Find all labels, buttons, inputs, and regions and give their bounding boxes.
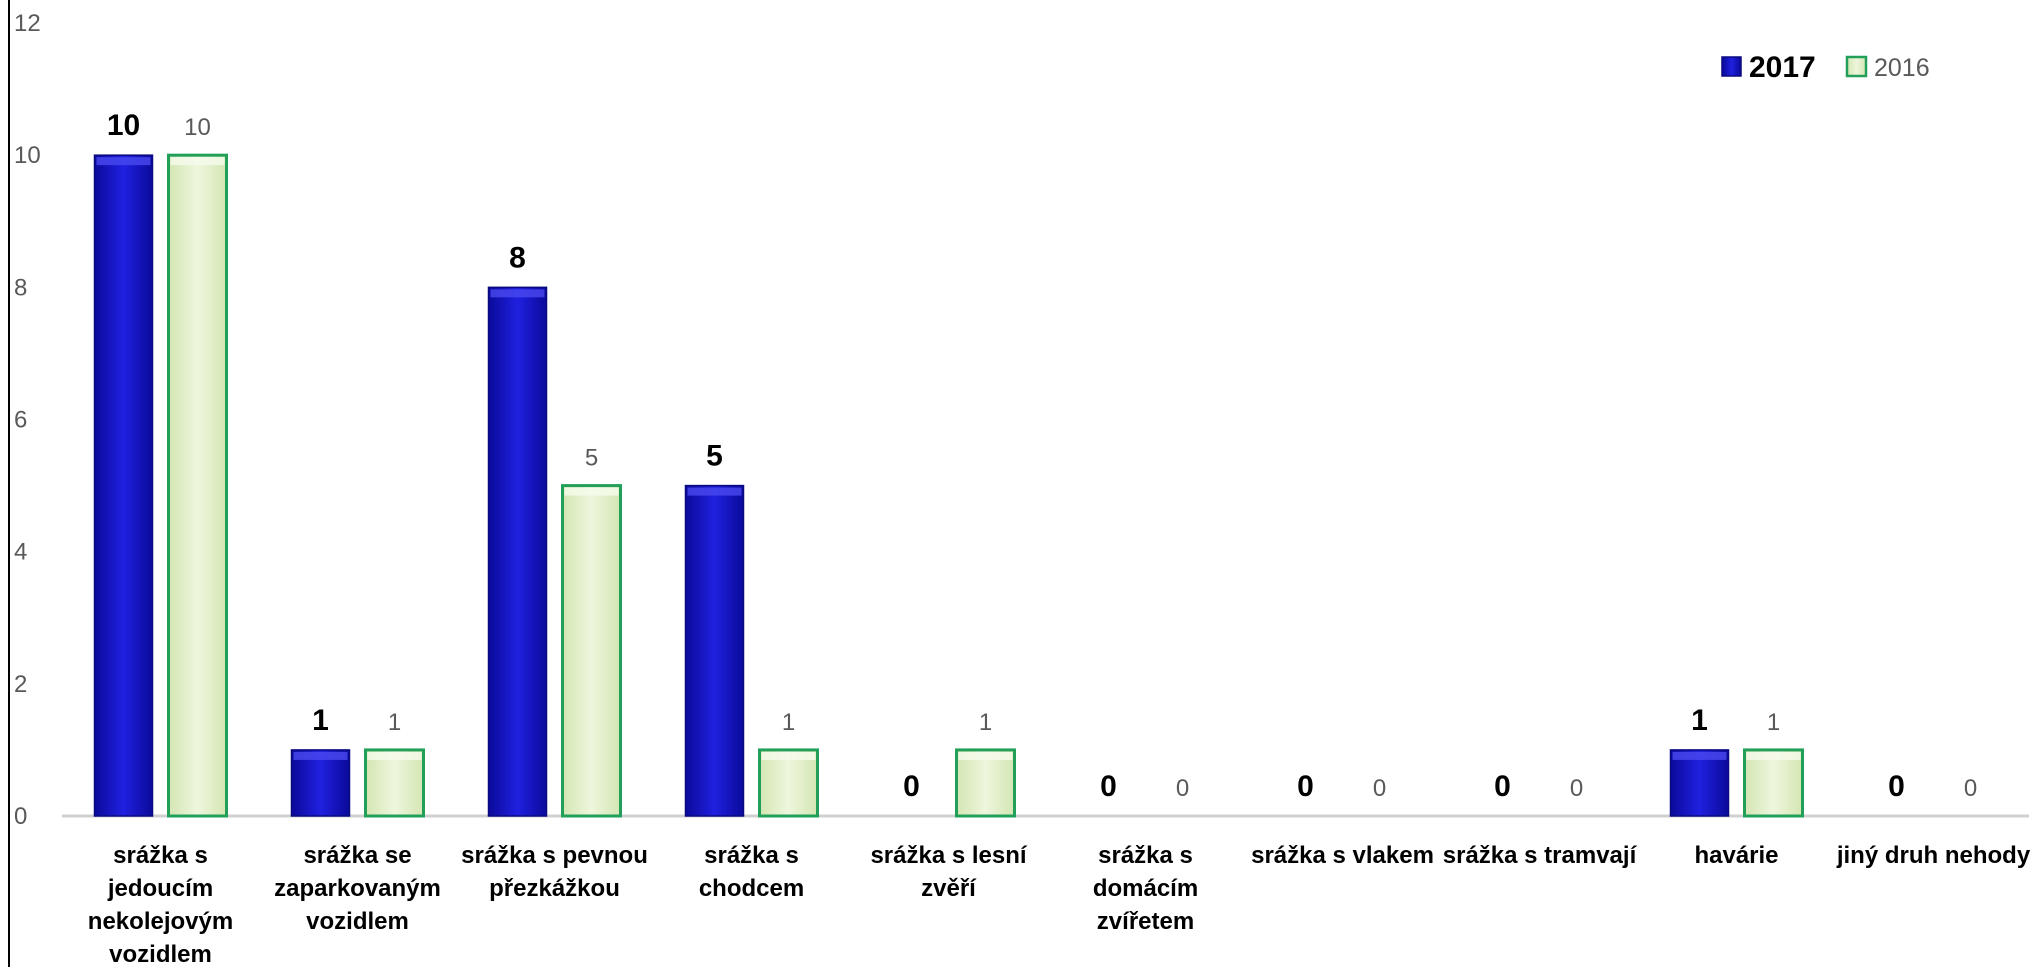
bar-highlight xyxy=(96,157,151,166)
bar-2017 xyxy=(93,154,154,817)
bar-highlight xyxy=(170,157,225,166)
data-label-2016: 10 xyxy=(184,114,211,141)
category-label: srážka s lesní xyxy=(870,842,1027,869)
bar-highlight xyxy=(761,751,816,760)
category-label: domácím xyxy=(1093,875,1198,902)
category-labels: srážka s jedoucím nekolejovým vozidlem srážk… xyxy=(88,842,2031,967)
bar-2016 xyxy=(1743,748,1804,818)
bar-highlight xyxy=(564,487,619,496)
data-label-2017: 0 xyxy=(1297,770,1314,803)
bar-2016 xyxy=(167,153,228,818)
data-label-2017: 1 xyxy=(312,704,329,737)
bar-2016 xyxy=(364,748,425,818)
data-label-2016: 0 xyxy=(1176,775,1189,802)
data-label-2016: 0 xyxy=(1964,775,1977,802)
data-label-2016: 5 xyxy=(585,445,598,472)
bar-2017 xyxy=(1669,749,1730,817)
data-label-2017: 0 xyxy=(1888,770,1905,803)
bar-2017 xyxy=(290,749,351,817)
legend: 2017 2016 xyxy=(1721,51,1930,84)
category-label: srážka s pevnou xyxy=(461,842,648,869)
legend-swatch-2016 xyxy=(1845,55,1868,78)
data-label-2016: 1 xyxy=(1767,709,1780,736)
bar-2017 xyxy=(487,286,548,817)
category-label: jedoucím xyxy=(107,875,213,902)
y-tick-label: 0 xyxy=(14,803,27,830)
y-tick-label: 10 xyxy=(14,142,41,169)
bar-2016 xyxy=(561,484,622,818)
y-tick-label: 6 xyxy=(14,407,27,434)
legend-label-2017: 2017 xyxy=(1749,51,1816,84)
category-label: srážka s vlakem xyxy=(1251,842,1434,869)
bar-2016 xyxy=(758,748,819,818)
data-label-2016: 1 xyxy=(388,709,401,736)
category-label: přezkážkou xyxy=(489,875,620,902)
data-label-2016: 0 xyxy=(1570,775,1583,802)
data-label-2016: 1 xyxy=(782,709,795,736)
y-tick-label: 4 xyxy=(14,539,27,566)
category-label: zvěří xyxy=(921,875,977,902)
category-label: srážka s xyxy=(113,842,208,869)
category-label: srážka s xyxy=(704,842,799,869)
bar-highlight xyxy=(293,751,348,760)
y-tick-label: 12 xyxy=(14,10,41,37)
data-label-2017: 5 xyxy=(706,440,723,473)
data-label-2017: 0 xyxy=(1100,770,1117,803)
y-tick-label: 8 xyxy=(14,274,27,301)
bar-highlight xyxy=(687,487,742,496)
bars xyxy=(93,153,1804,818)
data-label-2017: 0 xyxy=(903,770,920,803)
bar-highlight xyxy=(490,289,545,298)
legend-label-2016: 2016 xyxy=(1874,54,1930,82)
category-label: zaparkovaným xyxy=(274,875,441,902)
data-label-2016: 0 xyxy=(1373,775,1386,802)
data-label-2017: 0 xyxy=(1494,770,1511,803)
bar-highlight xyxy=(958,751,1013,760)
category-label: srážka se xyxy=(303,842,411,869)
category-label: vozidlem xyxy=(109,941,212,967)
category-label: vozidlem xyxy=(306,908,409,935)
legend-swatch-2017 xyxy=(1721,56,1742,77)
category-label: jiný druh nehody xyxy=(1836,842,2031,869)
category-label: srážka s tramvají xyxy=(1443,842,1638,869)
data-label-2017: 8 xyxy=(509,241,526,274)
data-label-2017: 1 xyxy=(1691,704,1708,737)
bar-highlight xyxy=(1672,751,1727,760)
bar-highlight xyxy=(367,751,422,760)
bar-highlight xyxy=(1746,751,1801,760)
category-label: srážka s xyxy=(1098,842,1193,869)
bar-2017 xyxy=(684,484,745,817)
category-label: havárie xyxy=(1694,842,1778,869)
category-label: chodcem xyxy=(699,875,804,902)
y-tick-label: 2 xyxy=(14,671,27,698)
data-label-2017: 10 xyxy=(107,109,140,142)
y-axis-ticks: 0 2 4 6 8 10 12 xyxy=(14,10,41,830)
category-label: nekolejovým xyxy=(88,908,233,935)
data-label-2016: 1 xyxy=(979,709,992,736)
bar-2016 xyxy=(955,748,1016,818)
category-label: zvířetem xyxy=(1097,908,1194,935)
